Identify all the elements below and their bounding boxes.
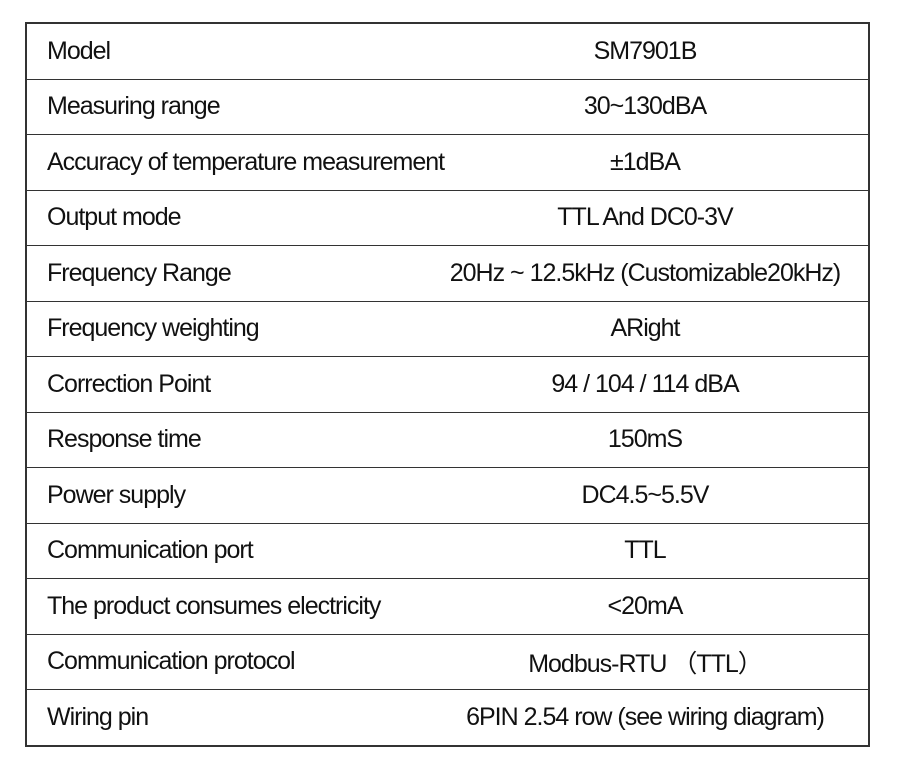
spec-label: Accuracy of temperature measurement	[26, 134, 445, 190]
spec-label: Correction Point	[26, 356, 422, 412]
spec-label: Frequency Range	[26, 245, 422, 301]
spec-label: Output mode	[26, 189, 422, 246]
spec-value: DC4.5~5.5V	[422, 467, 869, 523]
spec-row: Communication port TTL	[26, 522, 869, 579]
spec-label: Communication protocol	[26, 633, 422, 690]
spec-label: Wiring pin	[26, 689, 422, 746]
spec-row: Frequency Range 20Hz ~ 12.5kHz (Customiza…	[26, 245, 869, 301]
spec-row: Communication protocol Modbus-RTU （TTL）	[26, 633, 869, 690]
spec-value: SM7901B	[422, 22, 869, 79]
spec-row: Power supply DC4.5~5.5V	[26, 467, 869, 523]
spec-label: Response time	[26, 411, 422, 468]
spec-value: 6PIN 2.54 row (see wiring diagram)	[422, 689, 869, 746]
spec-value: TTL And DC0-3V	[422, 189, 869, 246]
spec-row: The product consumes electricity <20mA	[26, 578, 869, 634]
spec-label: Communication port	[26, 522, 422, 579]
spec-row: Correction Point 94 / 104 / 114 dBA	[26, 356, 869, 412]
spec-label: Model	[26, 22, 422, 79]
spec-value: ARight	[422, 300, 869, 357]
spec-value: 150mS	[422, 411, 869, 468]
spec-label: Frequency weighting	[26, 300, 422, 357]
spec-value: <20mA	[422, 578, 869, 634]
spec-row: Output mode TTL And DC0-3V	[26, 189, 869, 246]
spec-label: Measuring range	[26, 78, 422, 135]
spec-table: Model SM7901B Measuring range 30~130dBA Accu…	[25, 22, 870, 747]
spec-row: Measuring range 30~130dBA	[26, 78, 869, 135]
spec-row: Response time 150mS	[26, 411, 869, 468]
spec-row: Model SM7901B	[26, 22, 869, 79]
spec-value: TTL	[422, 522, 869, 579]
spec-value: ±1dBA	[422, 134, 869, 190]
spec-value: 20Hz ~ 12.5kHz (Customizable20kHz)	[422, 245, 869, 301]
spec-label: The product consumes electricity	[26, 578, 422, 634]
spec-table-body: Model SM7901B Measuring range 30~130dBA Accu…	[26, 22, 869, 746]
spec-row: Accuracy of temperature measurement ±1dBA	[26, 134, 869, 190]
spec-row: Wiring pin 6PIN 2.54 row (see wiring diag…	[26, 689, 869, 746]
spec-row: Frequency weighting ARight	[26, 300, 869, 357]
spec-value: 30~130dBA	[422, 78, 869, 135]
spec-value: 94 / 104 / 114 dBA	[422, 356, 869, 412]
spec-label: Power supply	[26, 467, 422, 523]
spec-value: Modbus-RTU （TTL）	[422, 633, 869, 690]
